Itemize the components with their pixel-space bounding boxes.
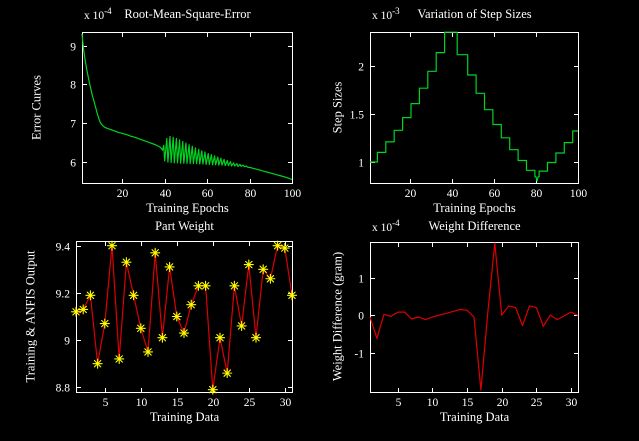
svg-text:40: 40 (160, 188, 172, 200)
svg-text:0: 0 (358, 311, 364, 323)
svg-text:7: 7 (70, 119, 76, 131)
step-sizes-xlabel: Training Epochs (433, 201, 516, 215)
svg-text:10: 10 (427, 397, 439, 409)
svg-text:5: 5 (396, 397, 402, 409)
svg-text:100: 100 (570, 188, 588, 200)
svg-text:9: 9 (64, 336, 70, 348)
svg-text:60: 60 (489, 188, 501, 200)
svg-text:1: 1 (358, 274, 364, 286)
weight-difference-title: Weight Difference (428, 219, 521, 233)
scale-exponent: -3 (392, 6, 400, 16)
svg-text:9: 9 (70, 42, 76, 54)
scale-base: x 10 (372, 221, 393, 234)
step-sizes-y-scale-label: x 10-3 (372, 6, 400, 22)
rmse-ylabel: Error Curves (29, 75, 44, 140)
svg-text:60: 60 (202, 188, 214, 200)
svg-text:30: 30 (566, 397, 578, 409)
svg-text:10: 10 (136, 397, 148, 409)
scale-exponent: -4 (392, 218, 400, 228)
weight-difference-ylabel: Weight Difference (gram) (330, 251, 345, 382)
scale-base: x 10 (84, 9, 105, 22)
svg-text:20: 20 (117, 188, 129, 200)
svg-text:20: 20 (405, 188, 417, 200)
part-weight-xlabel: Training Data (149, 410, 220, 424)
rmse-y-scale-label: x 10-4 (84, 6, 112, 22)
step-sizes-ylabel: Step Sizes (330, 81, 345, 134)
rmse-title: Root-Mean-Square-Error (124, 7, 251, 21)
scale-exponent: -4 (104, 6, 112, 16)
svg-text:6: 6 (70, 158, 76, 170)
svg-text:9.4: 9.4 (56, 242, 71, 254)
svg-text:8.8: 8.8 (56, 383, 71, 395)
svg-text:80: 80 (245, 188, 257, 200)
part-weight-title: Part Weight (155, 219, 214, 233)
step-sizes-title: Variation of Step Sizes (417, 7, 532, 21)
rmse-xlabel: Training Epochs (146, 201, 229, 215)
svg-text:-1: -1 (354, 349, 364, 361)
svg-text:1.5: 1.5 (350, 110, 365, 122)
scale-base: x 10 (372, 9, 393, 22)
svg-text:5: 5 (103, 397, 109, 409)
weight-difference-y-scale-label: x 10-4 (372, 218, 400, 234)
part-weight-plot-area: 5 10 15 20 25 30 8.8 9 9.2 9.4 (56, 240, 298, 409)
weight-difference-xlabel: Training Data (439, 410, 510, 424)
svg-text:25: 25 (244, 397, 256, 409)
weight-difference-plot-area: 5 10 15 20 25 30 -1 0 1 (354, 242, 579, 409)
rmse-plot-area: 20 40 60 80 100 6 7 8 9 (70, 32, 301, 200)
svg-text:1: 1 (358, 158, 364, 170)
svg-text:2: 2 (358, 62, 364, 74)
svg-text:20: 20 (208, 397, 220, 409)
svg-text:8: 8 (70, 80, 76, 92)
svg-text:15: 15 (462, 397, 474, 409)
svg-text:25: 25 (531, 397, 543, 409)
step-sizes-plot-area: 20 40 60 80 100 1 1.5 2 (350, 31, 587, 200)
svg-text:9.2: 9.2 (56, 289, 71, 301)
svg-text:80: 80 (531, 188, 543, 200)
svg-text:40: 40 (447, 188, 459, 200)
svg-text:15: 15 (172, 397, 184, 409)
part-weight-ylabel: Training & ANFIS Output (23, 250, 38, 383)
svg-text:30: 30 (280, 397, 292, 409)
svg-text:20: 20 (497, 397, 509, 409)
svg-text:100: 100 (284, 188, 302, 200)
